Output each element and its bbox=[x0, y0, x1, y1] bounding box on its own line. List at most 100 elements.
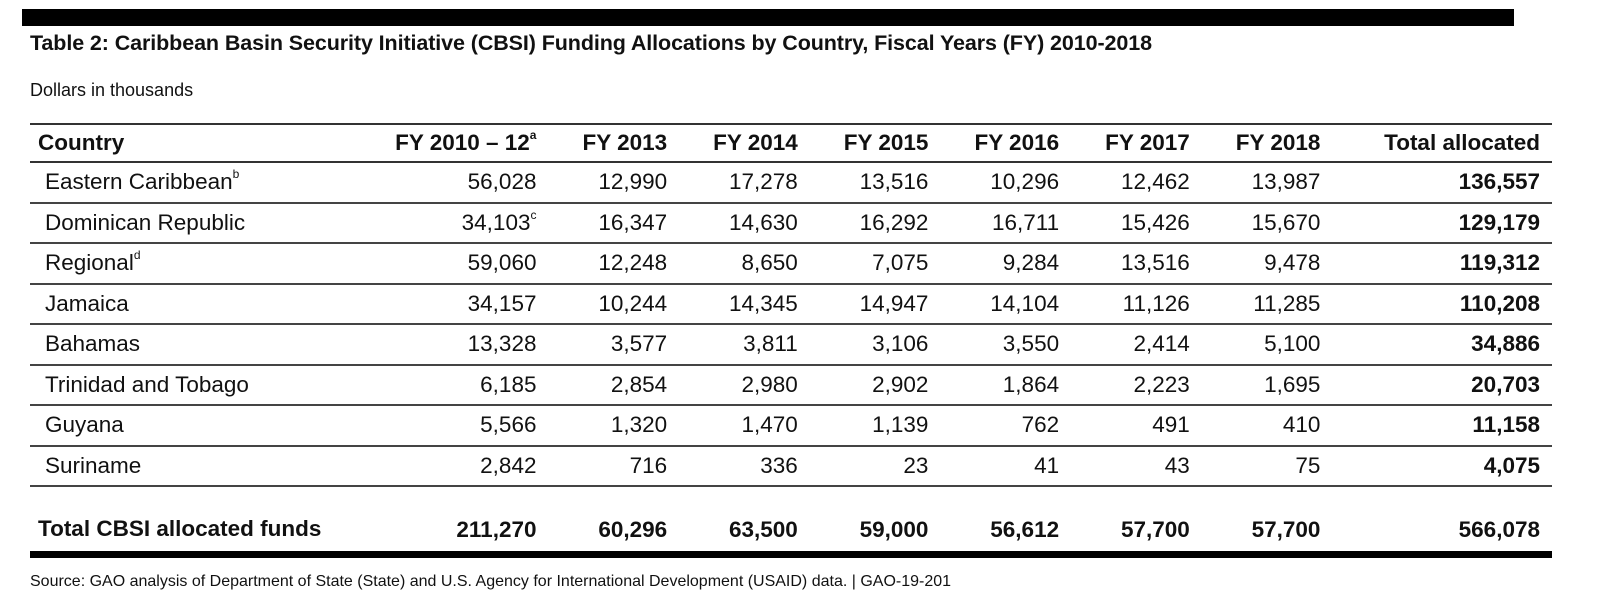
country-name: Bahamas bbox=[45, 331, 141, 357]
value-total-allocated: 20,703 bbox=[1471, 371, 1540, 397]
value-fy2016: 14,104 bbox=[990, 290, 1060, 316]
grand-total-row: Total CBSI allocated funds 211,270 60,29… bbox=[30, 486, 1552, 554]
value-fy2014: 2,980 bbox=[741, 371, 798, 397]
source-note: Source: GAO analysis of Department of St… bbox=[30, 573, 952, 590]
country-cell: Jamaica bbox=[30, 284, 347, 325]
value-fy2017: 2,223 bbox=[1133, 371, 1190, 397]
header-fy2017: FY 2017 bbox=[1105, 130, 1190, 155]
value-total-allocated: 4,075 bbox=[1483, 452, 1540, 478]
value-fy2013: 3,577 bbox=[610, 331, 668, 357]
table-row: Bahamas 13,328 3,577 3,811 3,106 3,550 2,414 5,… bbox=[30, 324, 1552, 365]
value-fy2015: 7,075 bbox=[872, 250, 929, 276]
funding-table: Country FY 2010 – 12a FY 2013 FY 2014 FY… bbox=[30, 123, 1552, 558]
value-fy2017: 11,126 bbox=[1122, 290, 1190, 316]
table-row: Suriname 2,842 716 336 23 41 43 75 4,075 bbox=[30, 446, 1552, 487]
table-title: Table 2: Caribbean Basin Security Initia… bbox=[30, 31, 1152, 55]
table-row: Trinidad and Tobago 6,185 2,854 2,980 2,902 1… bbox=[30, 365, 1552, 406]
value-total-allocated: 129,179 bbox=[1458, 209, 1540, 235]
value-fy2016: 9,284 bbox=[1002, 250, 1060, 276]
value-fy2015: 23 bbox=[903, 452, 929, 478]
value-fy2013: 716 bbox=[629, 452, 668, 478]
header-row: Country FY 2010 – 12a FY 2013 FY 2014 FY… bbox=[30, 124, 1552, 162]
header-total-allocated: Total allocated bbox=[1384, 130, 1540, 155]
value-fy2010-12: 34,103c bbox=[461, 207, 537, 235]
table-row: Guyana 5,566 1,320 1,470 1,139 762 491 410 11,15… bbox=[30, 405, 1552, 446]
value-fy2018: 13,987 bbox=[1251, 169, 1321, 195]
country-cell: Eastern Caribbeanb bbox=[30, 162, 347, 203]
grand-total-fy2013: 60,296 bbox=[598, 516, 668, 542]
header-fy2016: FY 2016 bbox=[974, 130, 1060, 155]
country-cell: Bahamas bbox=[30, 324, 347, 365]
country-name: Guyana bbox=[45, 412, 124, 438]
value-fy2015: 2,902 bbox=[872, 371, 929, 397]
value-fy2017: 491 bbox=[1152, 412, 1190, 438]
value-fy2010-12: 56,028 bbox=[467, 169, 537, 195]
header-fy2018: FY 2018 bbox=[1235, 130, 1321, 155]
footnote-marker: a bbox=[529, 128, 537, 142]
value-fy2010-12: 6,185 bbox=[480, 371, 537, 397]
value-fy2015: 16,292 bbox=[859, 209, 929, 235]
country-name: Jamaica bbox=[45, 290, 129, 316]
grand-total-label: Total CBSI allocated funds bbox=[38, 515, 322, 541]
table-row: Dominican Republic 34,103c 16,347 14,630 16,… bbox=[30, 203, 1552, 244]
value-fy2017: 2,414 bbox=[1133, 331, 1190, 357]
value-fy2014: 3,811 bbox=[743, 331, 798, 357]
table-row: Eastern Caribbeanb 56,028 12,990 17,278 13,5… bbox=[30, 162, 1552, 203]
units-note: Dollars in thousands bbox=[30, 80, 194, 100]
value-fy2016: 41 bbox=[1034, 452, 1060, 478]
value-fy2017: 15,426 bbox=[1120, 209, 1190, 235]
value-total-allocated: 110,208 bbox=[1459, 290, 1540, 316]
value-fy2018: 410 bbox=[1282, 412, 1321, 438]
grand-total-fy2010-12: 211,270 bbox=[456, 516, 537, 542]
table-row: Regionald 59,060 12,248 8,650 7,075 9,284 13,5… bbox=[30, 243, 1552, 284]
value-fy2017: 12,462 bbox=[1120, 169, 1190, 195]
value-fy2016: 762 bbox=[1021, 412, 1060, 438]
footnote-marker: c bbox=[530, 207, 537, 222]
value-fy2015: 14,947 bbox=[859, 290, 929, 316]
value-fy2018: 9,478 bbox=[1264, 250, 1321, 276]
header-country: Country bbox=[38, 130, 125, 155]
grand-total-fy2014: 63,500 bbox=[728, 516, 798, 542]
value-fy2015: 1,139 bbox=[872, 412, 929, 438]
value-fy2016: 16,711 bbox=[991, 209, 1060, 235]
value-fy2010-12: 5,566 bbox=[480, 412, 537, 438]
grand-total-fy2016: 56,612 bbox=[990, 516, 1060, 542]
value-total-allocated: 34,886 bbox=[1471, 331, 1540, 357]
country-cell: Trinidad and Tobago bbox=[30, 365, 347, 406]
grand-total-fy2015: 59,000 bbox=[859, 516, 929, 542]
grand-total-fy2017: 57,700 bbox=[1120, 516, 1190, 542]
country-name: Regional bbox=[45, 250, 134, 276]
value-fy2010-12: 2,842 bbox=[480, 452, 537, 478]
value-total-allocated: 11,158 bbox=[1472, 412, 1540, 438]
value-total-allocated: 136,557 bbox=[1458, 169, 1540, 195]
value-fy2013: 1,320 bbox=[610, 412, 668, 438]
value-fy2013: 16,347 bbox=[598, 209, 668, 235]
header-fy2015: FY 2015 bbox=[843, 130, 929, 155]
footnote-marker: d bbox=[133, 248, 141, 263]
value-fy2016: 3,550 bbox=[1002, 331, 1060, 357]
country-name: Suriname bbox=[45, 452, 142, 478]
value-fy2014: 17,278 bbox=[728, 169, 798, 195]
value-fy2018: 1,695 bbox=[1264, 371, 1321, 397]
country-cell: Guyana bbox=[30, 405, 347, 446]
value-fy2018: 11,285 bbox=[1253, 290, 1321, 316]
value-fy2014: 336 bbox=[760, 452, 798, 478]
value-fy2014: 14,630 bbox=[728, 209, 798, 235]
value-fy2013: 2,854 bbox=[610, 371, 668, 397]
header-fy2010-12: FY 2010 – 12a bbox=[395, 128, 537, 155]
value-fy2010-12: 13,328 bbox=[467, 331, 537, 357]
value-fy2016: 1,864 bbox=[1002, 371, 1060, 397]
country-name: Eastern Caribbean bbox=[45, 169, 233, 195]
country-cell: Suriname bbox=[30, 446, 347, 487]
header-fy2014: FY 2014 bbox=[713, 130, 798, 155]
value-fy2010-12: 59,060 bbox=[467, 250, 537, 276]
country-name: Dominican Republic bbox=[45, 209, 246, 235]
value-fy2013: 12,248 bbox=[598, 250, 668, 276]
country-cell: Dominican Republic bbox=[30, 203, 347, 244]
value-fy2013: 10,244 bbox=[598, 290, 668, 316]
grand-total-all: 566,078 bbox=[1458, 516, 1540, 542]
footnote-marker: b bbox=[232, 167, 240, 182]
value-fy2015: 3,106 bbox=[872, 331, 929, 357]
value-fy2015: 13,516 bbox=[859, 169, 929, 195]
country-name: Trinidad and Tobago bbox=[45, 371, 249, 397]
